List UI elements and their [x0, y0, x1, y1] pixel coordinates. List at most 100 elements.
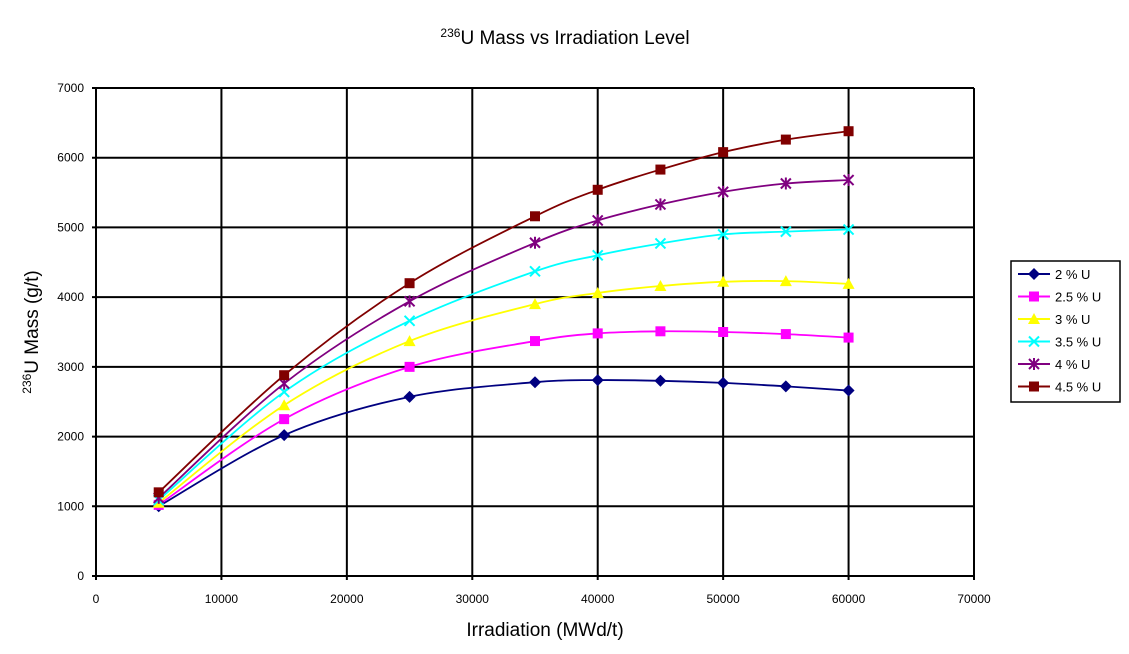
marker-stroke	[1028, 358, 1040, 370]
data-point	[279, 370, 290, 381]
data-point	[592, 249, 604, 262]
data-point	[529, 236, 541, 249]
legend-marker	[1028, 335, 1040, 348]
x-tick-label: 20000	[330, 592, 364, 606]
legend-marker	[1029, 291, 1039, 302]
series-5	[153, 126, 854, 498]
data-point	[404, 278, 415, 289]
data-point	[654, 237, 667, 250]
y-tick-label: 3000	[57, 360, 84, 374]
series-line	[158, 228, 849, 501]
data-point	[843, 126, 854, 137]
data-point	[780, 134, 791, 145]
chart-title: 236U Mass vs Irradiation Level	[440, 26, 689, 49]
y-tick-label: 0	[77, 569, 84, 583]
marker-stroke	[403, 295, 416, 308]
data-point	[718, 147, 729, 158]
marker-stroke	[654, 237, 667, 250]
legend-box	[1010, 260, 1121, 403]
data-point	[717, 376, 730, 389]
data-point	[780, 177, 792, 190]
data-point	[779, 275, 792, 287]
x-tick-label: 30000	[456, 592, 490, 606]
y-tick-label: 5000	[57, 220, 84, 234]
data-point	[279, 414, 290, 425]
data-point	[403, 315, 416, 327]
x-tick-label: 40000	[581, 592, 615, 606]
x-tick-label: 10000	[205, 592, 239, 606]
data-point	[717, 275, 730, 287]
legend-item: 2.5 % U	[1018, 290, 1101, 305]
marker-stroke	[529, 265, 541, 278]
x-tick-label: 60000	[832, 592, 866, 606]
series-1	[153, 326, 854, 510]
marker-stroke	[717, 228, 729, 241]
legend-marker	[1028, 358, 1040, 370]
data-point	[717, 228, 729, 241]
series-2	[152, 275, 855, 508]
y-tick-label: 2000	[57, 430, 84, 444]
legend-item: 3.5 % U	[1018, 335, 1101, 350]
x-tick-label: 0	[93, 592, 100, 606]
legend-marker	[1028, 268, 1040, 280]
data-point	[403, 335, 416, 347]
series-0	[152, 374, 855, 513]
series-4	[153, 174, 855, 504]
y-tick-label: 6000	[57, 151, 84, 165]
data-point	[529, 376, 541, 389]
x-axis-label: Irradiation (MWd/t)	[466, 620, 623, 641]
data-point	[780, 329, 791, 340]
legend-label: 2 % U	[1055, 267, 1090, 282]
y-tick-label: 4000	[57, 290, 84, 304]
x-tick-label: 50000	[706, 592, 740, 606]
data-point	[842, 174, 855, 187]
legend-item: 4 % U	[1018, 357, 1090, 372]
legend-label: 2.5 % U	[1055, 290, 1101, 305]
data-point	[780, 225, 792, 238]
data-point	[529, 265, 541, 278]
data-point	[654, 198, 667, 211]
data-point	[529, 298, 541, 310]
marker-stroke	[780, 177, 792, 190]
legend-label: 4.5 % U	[1055, 380, 1101, 395]
data-point	[592, 184, 603, 195]
data-point	[153, 487, 164, 498]
data-point	[592, 328, 603, 339]
legend-label: 4 % U	[1055, 357, 1090, 372]
series-line	[158, 379, 849, 508]
data-point	[654, 374, 667, 387]
marker-stroke	[529, 236, 541, 249]
data-point	[278, 399, 291, 411]
data-point	[530, 211, 540, 222]
data-point	[842, 277, 855, 289]
data-point	[530, 336, 540, 347]
marker-stroke	[278, 386, 290, 398]
series-3	[153, 223, 855, 506]
data-point	[591, 286, 604, 298]
legend-item: 3 % U	[1018, 312, 1090, 327]
marker-stroke	[592, 249, 604, 262]
y-tick-label: 7000	[57, 81, 84, 95]
y-axis-label: 236U Mass (g/t)	[20, 270, 43, 393]
data-point	[278, 386, 290, 398]
marker-stroke	[717, 185, 729, 198]
legend-label: 3 % U	[1055, 312, 1090, 327]
marker-stroke	[654, 198, 667, 211]
data-point	[654, 279, 667, 291]
legend-label: 3.5 % U	[1055, 335, 1101, 350]
series-line	[158, 280, 849, 504]
marker-stroke	[592, 214, 604, 227]
series-line	[158, 330, 849, 506]
legend-item: 4.5 % U	[1018, 380, 1101, 395]
y-tick-label: 1000	[57, 499, 84, 513]
data-point	[842, 223, 855, 236]
marker-stroke	[403, 315, 416, 327]
x-tick-label: 70000	[957, 592, 991, 606]
data-point	[592, 214, 604, 227]
legend-marker	[1029, 381, 1039, 392]
data-point	[655, 164, 666, 175]
data-point	[591, 374, 604, 387]
data-point	[403, 390, 416, 403]
marker-stroke	[780, 225, 792, 238]
